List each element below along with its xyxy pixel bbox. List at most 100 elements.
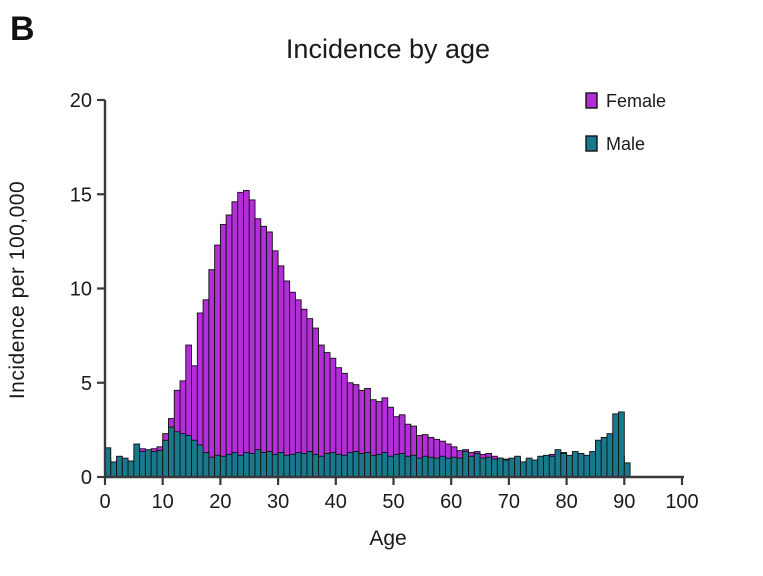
bar-female-age-17 [202,299,210,478]
bar-male-age-9 [156,450,164,478]
bar-male-age-62 [462,451,469,478]
bar-male-age-7 [144,449,152,478]
bar-male-age-59 [444,457,452,478]
bar-male-age-73 [525,457,533,478]
x-tick-label-60: 60 [440,491,462,513]
bar-male-age-27 [260,452,268,478]
bar-male-age-11 [168,426,175,478]
bar-male-age-76 [543,454,550,478]
bar-female-age-25 [248,199,256,478]
bar-male-age-28 [266,451,273,478]
bar-male-age-80 [566,454,573,478]
bar-male-age-49 [387,455,394,478]
legend-group: Female Male [585,91,666,154]
bar-male-age-26 [254,449,262,478]
bar-male-age-3 [121,457,129,478]
x-tick-label-90: 90 [613,491,635,513]
bar-male-age-86 [600,436,608,478]
bar-female-age-32 [289,291,296,478]
bar-female-age-21 [225,214,233,478]
bar-male-age-40 [335,453,343,478]
y-tick-label-15: 15 [70,184,92,206]
bar-male-age-33 [294,452,302,478]
chart-title: Incidence by age [286,34,490,64]
bar-male-age-19 [214,454,221,478]
bar-male-age-36 [312,453,319,478]
bar-male-age-60 [450,456,458,478]
x-tick-label-80: 80 [555,491,577,513]
bar-male-age-77 [548,455,556,478]
bar-male-age-47 [375,453,383,478]
bar-male-age-32 [289,453,296,478]
bar-male-age-15 [191,439,198,478]
bar-male-age-44 [358,452,366,478]
y-tick-label-5: 5 [81,373,92,395]
bar-male-age-42 [346,452,354,478]
legend-swatch-male-icon [585,135,598,152]
bar-male-age-20 [219,455,227,478]
bar-male-age-38 [323,452,331,478]
bar-male-age-74 [531,459,539,478]
bar-male-age-78 [554,449,562,478]
bar-male-age-90 [623,462,631,478]
bar-female-age-24 [243,190,250,478]
x-axis-label: Age [369,527,406,550]
bar-male-age-54 [416,457,423,478]
bar-male-age-65 [479,457,487,478]
bar-male-age-67 [491,458,498,478]
bar-male-age-8 [150,451,158,478]
bar-male-age-31 [283,454,291,478]
bar-male-age-51 [398,452,406,478]
bar-male-age-6 [139,451,146,478]
bar-male-age-82 [577,452,585,478]
bar-male-age-17 [202,452,210,478]
bar-male-age-25 [248,452,256,478]
bar-male-age-1 [110,461,117,478]
bar-male-age-79 [560,452,568,478]
bar-male-age-64 [473,452,481,478]
panel-label: B [10,10,35,48]
x-tick-label-20: 20 [209,491,231,513]
bar-female-age-18 [208,269,216,478]
bar-male-age-48 [381,452,389,478]
bar-female-age-28 [266,231,273,478]
bar-female-age-30 [277,265,285,478]
bar-male-age-71 [514,455,521,478]
bar-female-age-26 [254,218,262,478]
bar-male-age-84 [589,451,596,478]
bar-male-age-83 [583,454,591,478]
bar-male-age-46 [369,454,377,478]
bar-male-age-23 [237,454,244,478]
bar-male-age-35 [306,451,314,478]
bar-male-age-70 [508,457,516,478]
bar-male-age-13 [179,433,187,478]
bar-male-age-68 [496,457,504,478]
bar-female-age-31 [283,280,291,478]
bar-female-age-34 [300,308,308,478]
y-tick-label-20: 20 [70,90,92,112]
bar-male-age-21 [225,453,233,478]
bar-male-age-41 [341,454,348,478]
legend-swatch-female-icon [585,92,598,109]
bar-female-age-19 [214,244,221,478]
bar-female-age-23 [237,191,244,478]
bar-male-age-12 [173,431,181,478]
bar-male-age-14 [185,435,192,478]
axes-group: 0 5 10 15 20 0 10 20 30 40 50 60 70 80 90 100 [70,90,699,513]
x-tick-label-40: 40 [325,491,347,513]
bar-male-age-72 [519,461,527,478]
y-axis-label: Incidence per 100,000 [6,181,29,399]
y-tick-label-10: 10 [70,279,92,301]
bar-male-age-4 [127,460,135,478]
x-tick-label-10: 10 [152,491,174,513]
bar-male-age-50 [393,453,400,478]
bar-male-age-24 [243,452,250,478]
bar-male-age-2 [116,455,123,478]
x-tick-label-30: 30 [267,491,289,513]
bar-male-age-53 [410,454,418,478]
bar-male-age-30 [277,452,285,478]
bar-male-age-57 [433,457,441,478]
bar-female-age-20 [219,223,227,478]
